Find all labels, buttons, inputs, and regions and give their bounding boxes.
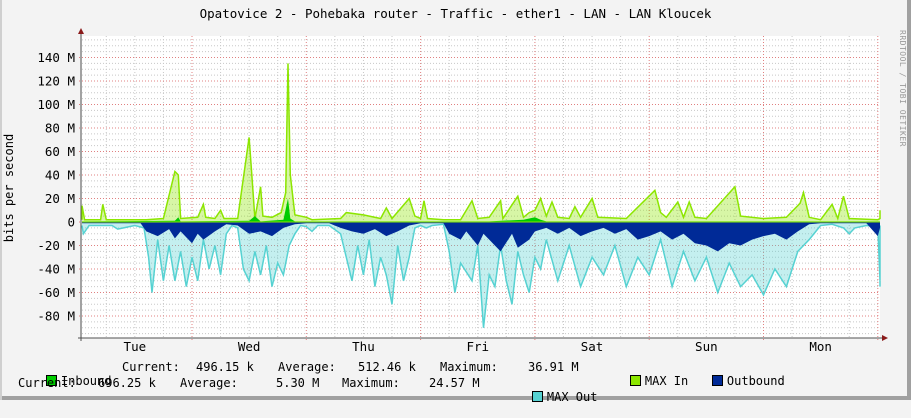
inbound-maximum-value: 36.91 M (528, 360, 579, 374)
max-out-line (81, 223, 881, 328)
outbound-label: Outbound (726, 374, 785, 388)
legend-max-in: MAX In (601, 360, 688, 402)
inbound-current: Current: (122, 360, 180, 374)
x-tick-label: Mon (809, 339, 832, 354)
max-in-swatch-icon (629, 375, 641, 386)
x-tick-label: Sat (581, 339, 604, 354)
y-tick-label: -80 M (37, 309, 75, 324)
outbound-maximum-value: 24.57 M (429, 376, 480, 390)
max-in-area (82, 63, 880, 223)
y-tick-label: 140 M (37, 50, 75, 65)
inbound-maximum-value-wrap: 36.91 M (528, 360, 579, 374)
outbound-maximum-label: Maximum: (342, 376, 400, 390)
outbound-average: Average: (180, 376, 238, 390)
outbound-average-label: Average: (180, 376, 238, 390)
inbound-average-label: Average: (278, 360, 336, 374)
y-tick-label: -60 M (37, 285, 75, 300)
x-tick-label: Wed (238, 339, 261, 354)
outbound-maximum: Maximum: (342, 376, 400, 390)
legend-outbound: Outbound (683, 360, 785, 402)
legend-inbound: Inbound (17, 360, 111, 402)
inbound-average-value-wrap: 512.46 k (358, 360, 416, 374)
x-axis-arrow-icon (882, 335, 888, 341)
inbound-maximum: Maximum: (440, 360, 498, 374)
y-axis-arrow-icon (78, 28, 84, 34)
y-tick-label: 120 M (37, 74, 75, 89)
inbound-maximum-label: Maximum: (440, 360, 498, 374)
x-tick-label: Tue (124, 339, 147, 354)
legend-max-out: MAX Out (503, 376, 597, 418)
max-out-label: MAX Out (546, 390, 598, 404)
inbound-current-value-wrap: 496.15 k (196, 360, 254, 374)
max-in-label: MAX In (644, 374, 689, 388)
inbound-current-label: Current: (122, 360, 180, 374)
plot-area: 140 M 120 M 100 M 80 M 60 M 40 M 20 M 0 -20 M -40… (37, 28, 888, 354)
chart-title: Opatovice 2 - Pohebaka router - Traffic … (199, 6, 712, 21)
rrdtool-watermark: RRDTOOL / TOBI OETIKER (898, 30, 907, 147)
y-tick-label: -20 M (37, 238, 75, 253)
y-tick-label: 40 M (45, 168, 75, 183)
y-tick-label: 60 M (45, 144, 75, 159)
outbound-current-label: Current: (18, 376, 76, 390)
outbound-area (82, 222, 880, 252)
x-tick-label: Thu (352, 339, 375, 354)
outbound-current-value: 696.25 k (98, 376, 156, 390)
y-tick-label: -40 M (37, 262, 75, 277)
max-out-area (82, 222, 880, 328)
outbound-average-value-wrap: 5.30 M (276, 376, 319, 390)
y-tick-label: 100 M (37, 97, 75, 112)
frame-left-edge (0, 0, 2, 400)
outbound-current-value-wrap: 696.25 k (98, 376, 156, 390)
inbound-average-value: 512.46 k (358, 360, 416, 374)
inbound-label: Inbound (60, 374, 112, 388)
inbound-swatch-icon (45, 375, 57, 386)
outbound-current: Current: (18, 376, 76, 390)
outbound-average-value: 5.30 M (276, 376, 320, 390)
max-in-line (81, 63, 881, 221)
x-tick-label: Sun (695, 339, 718, 354)
y-tick-label: 0 (67, 215, 75, 230)
inbound-current-value: 496.15 k (196, 360, 254, 374)
inbound-average: Average: (278, 360, 336, 374)
x-tick-label: Fri (466, 339, 489, 354)
outbound-maximum-value-wrap: 24.57 M (429, 376, 480, 390)
max-out-swatch-icon (531, 391, 543, 402)
outbound-swatch-icon (711, 375, 723, 386)
y-tick-label: 20 M (45, 191, 75, 206)
y-tick-label: 80 M (45, 121, 75, 136)
